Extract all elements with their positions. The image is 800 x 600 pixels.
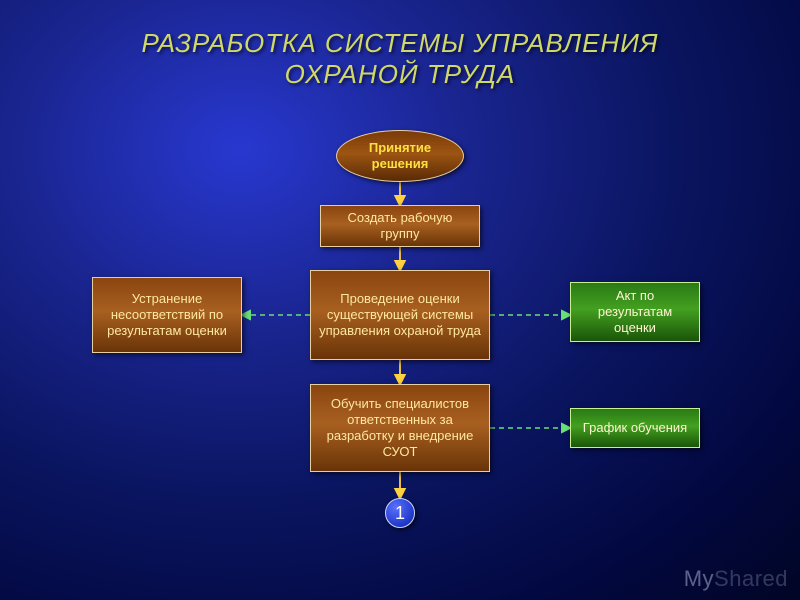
node-eliminate-label: Устранение несоответствий по результатам… <box>101 291 233 340</box>
node-one-label: 1 <box>395 502 405 525</box>
node-create-group: Создать рабочую группу <box>320 205 480 247</box>
node-create-group-label: Создать рабочую группу <box>329 210 471 243</box>
node-schedule: График обучения <box>570 408 700 448</box>
node-act-label: Акт по результатам оценки <box>579 288 691 337</box>
node-one: 1 <box>385 498 415 528</box>
node-eliminate: Устранение несоответствий по результатам… <box>92 277 242 353</box>
title-line1: РАЗРАБОТКА СИСТЕМЫ УПРАВЛЕНИЯ <box>141 28 658 58</box>
node-act: Акт по результатам оценки <box>570 282 700 342</box>
node-decision-label: Принятие решения <box>345 140 455 173</box>
title-line2: ОХРАНОЙ ТРУДА <box>285 59 516 89</box>
node-assessment-label: Проведение оценки существующей системы у… <box>319 291 481 340</box>
node-decision: Принятие решения <box>336 130 464 182</box>
watermark-faded: Shared <box>714 566 788 591</box>
slide-title: РАЗРАБОТКА СИСТЕМЫ УПРАВЛЕНИЯ ОХРАНОЙ ТР… <box>0 0 800 90</box>
node-train-label: Обучить специалистов ответственных за ра… <box>319 396 481 461</box>
watermark-plain: My <box>684 566 714 591</box>
node-train: Обучить специалистов ответственных за ра… <box>310 384 490 472</box>
node-schedule-label: График обучения <box>583 420 687 436</box>
node-assessment: Проведение оценки существующей системы у… <box>310 270 490 360</box>
watermark: MyShared <box>684 566 788 592</box>
